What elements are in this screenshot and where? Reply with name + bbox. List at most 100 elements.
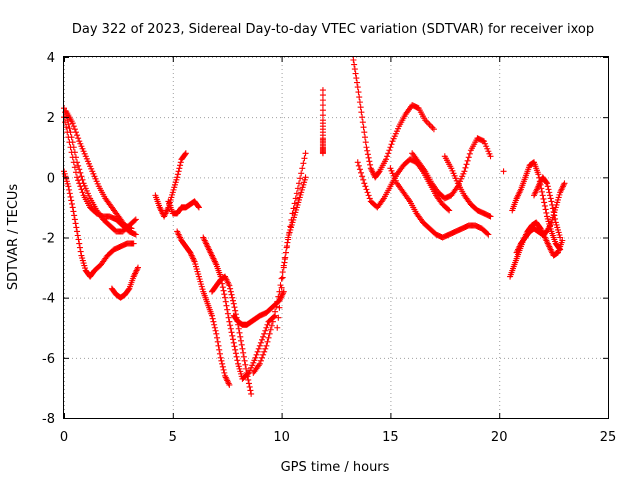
data-point [362,134,369,141]
data-point [383,156,390,163]
data-point [220,366,227,373]
data-point [556,245,563,252]
data-point [485,231,492,238]
data-point [259,354,266,361]
data-point [297,175,304,182]
data-point [174,174,181,181]
data-point [71,126,78,133]
data-point [77,183,84,190]
data-point [245,376,252,383]
data-point [487,213,494,220]
data-point [256,360,263,367]
data-point [132,231,139,238]
data-point [319,97,326,104]
data-point [66,139,73,146]
data-point [252,354,259,361]
data-point [266,330,273,337]
data-point [256,342,263,349]
data-point [69,120,76,127]
data-point [72,129,79,136]
y-tick-label: 0 [47,171,55,186]
data-point [69,154,76,161]
data-point [359,173,366,180]
data-point [232,350,239,357]
data-point [296,180,303,187]
data-point [245,380,252,387]
data-point [540,195,547,202]
data-point [463,161,470,168]
y-tick-label: -2 [42,232,55,247]
series-track-o [350,57,437,181]
data-point [300,160,307,167]
data-point [280,264,287,271]
data-point [224,310,231,317]
data-point [387,144,394,151]
data-point [500,168,507,175]
y-tick-label: -4 [42,292,55,307]
data-point [240,353,247,360]
data-point [226,282,233,289]
x-tick-label: 5 [169,430,177,445]
data-point [361,129,368,136]
data-point [214,338,221,345]
data-point [227,325,234,332]
data-point [550,208,557,215]
y-tick-label: -6 [42,352,55,367]
y-tick-label: -8 [42,412,55,427]
data-point [242,361,249,368]
data-point [234,357,241,364]
data-point [360,176,367,183]
data-point [386,147,393,154]
data-point [74,174,81,181]
y-tick-label: 2 [47,111,55,126]
data-point [355,89,362,96]
data-point [232,307,239,314]
data-point [464,157,471,164]
data-point [66,190,73,197]
data-point [559,237,566,244]
data-point [209,315,216,322]
x-tick-label: 20 [491,430,508,445]
data-point [544,183,551,190]
data-point [549,205,556,212]
data-point [64,129,71,136]
data-point [226,381,233,388]
data-point [351,66,358,73]
data-point [76,244,83,251]
data-point [366,158,373,165]
data-point [229,332,236,339]
data-point [363,186,370,193]
data-point [270,313,277,320]
data-point [218,357,225,364]
data-point [211,324,218,331]
data-point [549,201,556,208]
x-tick-label: 10 [273,430,290,445]
data-point [134,264,141,271]
data-point [66,125,73,132]
data-point [283,244,290,251]
data-point [72,220,79,227]
data-point [243,369,250,376]
data-point [282,254,289,261]
data-point [226,318,233,325]
data-point [274,298,281,305]
data-point [232,346,239,353]
data-point [75,135,82,142]
data-point [319,112,326,119]
series-track-n [319,87,326,157]
data-point [446,207,453,214]
data-point [548,198,555,205]
data-point [284,239,291,246]
data-point [292,195,299,202]
data-point [216,346,223,353]
data-point [225,314,232,321]
data-point [267,326,274,333]
x-tick-label: 25 [600,430,617,445]
data-point [65,134,72,141]
data-point [66,186,73,193]
data-point [257,339,264,346]
data-point [319,87,326,94]
data-point [76,240,83,247]
